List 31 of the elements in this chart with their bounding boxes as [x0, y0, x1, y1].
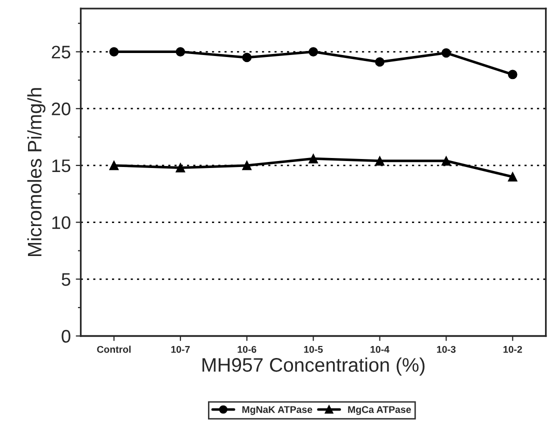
legend-label: MgCa ATPase — [348, 406, 411, 415]
y-tick-label: 10 — [52, 216, 70, 230]
x-tick-label: 10-4 — [370, 346, 390, 353]
x-axis-title: MH957 Concentration (%) — [202, 358, 425, 376]
point — [242, 160, 252, 170]
x-tick-label: 10-2 — [504, 346, 522, 353]
point — [442, 156, 451, 166]
point — [375, 57, 384, 67]
point — [508, 70, 518, 80]
x-tick-label: 10-3 — [437, 346, 456, 353]
x-tick-label: 10-6 — [238, 346, 256, 353]
point — [375, 156, 384, 166]
point — [176, 47, 186, 56]
legend-label: MgNaK ATPase — [242, 406, 312, 415]
x-tick-label: 10-5 — [304, 346, 323, 353]
point — [242, 52, 252, 62]
point — [176, 163, 186, 172]
y-tick-label: 20 — [52, 102, 70, 116]
y-tick-label: 15 — [52, 160, 70, 172]
point — [442, 48, 451, 58]
y-tick-label: 25 — [52, 46, 70, 58]
y-axis-title: Micromoles Pi/mg/h — [27, 88, 46, 256]
point — [508, 172, 518, 182]
y-tick-label: 5 — [62, 273, 70, 286]
x-tick-label: 10-7 — [171, 346, 190, 353]
point — [109, 47, 119, 56]
point — [308, 47, 318, 56]
point — [308, 154, 318, 164]
point — [109, 160, 119, 170]
x-tick-label: Control — [97, 346, 131, 353]
y-tick-label: 0 — [62, 330, 70, 343]
